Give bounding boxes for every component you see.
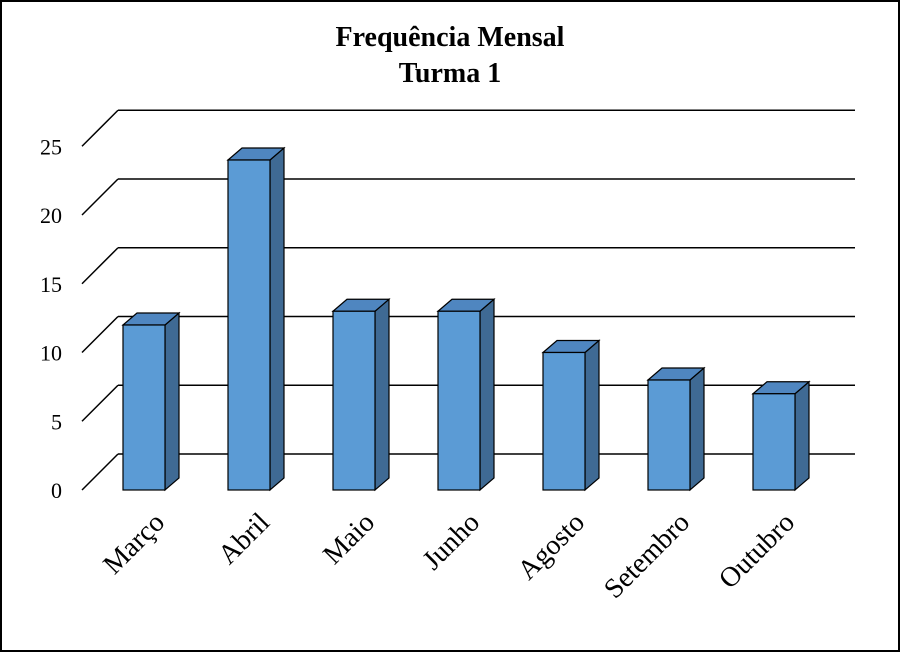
- bar: [647, 379, 691, 491]
- x-tick-label: Outubro: [713, 507, 801, 595]
- bar-side: [584, 339, 600, 492]
- y-tick-label: 0: [51, 478, 62, 503]
- y-tick-label: 25: [40, 134, 62, 159]
- bar: [227, 159, 271, 491]
- x-tick-label: Setembro: [598, 507, 696, 605]
- gridline-depth: [81, 109, 119, 147]
- chart-title-block: Frequência Mensal Turma 1: [0, 20, 900, 92]
- bar-side: [479, 297, 495, 492]
- gridline-depth: [81, 247, 119, 285]
- bar: [542, 351, 586, 491]
- y-tick-label: 20: [40, 203, 62, 228]
- bar-side: [269, 146, 285, 492]
- y-tick-label: 5: [51, 409, 62, 434]
- x-tick-label: Junho: [417, 507, 486, 576]
- chart-title: Frequência Mensal: [335, 22, 565, 53]
- bar: [332, 310, 376, 491]
- chart-subtitle: Turma 1: [398, 58, 502, 89]
- gridline-depth: [81, 453, 119, 491]
- gridline-depth: [81, 178, 119, 216]
- bar: [437, 310, 481, 491]
- bar-side: [794, 380, 810, 492]
- x-tick-label: Agosto: [512, 507, 591, 586]
- x-tick-label: Março: [97, 507, 171, 581]
- gridline-depth: [81, 384, 119, 422]
- gridline-depth: [81, 315, 119, 354]
- x-tick-label: Abril: [212, 507, 276, 571]
- bar-side: [689, 366, 705, 492]
- bar: [752, 393, 796, 491]
- x-tick-label: Maio: [317, 507, 381, 571]
- y-tick-label: 10: [40, 341, 62, 366]
- bar: [122, 324, 166, 491]
- y-tick-label: 15: [40, 272, 62, 297]
- bar-side: [374, 297, 390, 492]
- bar-side: [164, 311, 180, 492]
